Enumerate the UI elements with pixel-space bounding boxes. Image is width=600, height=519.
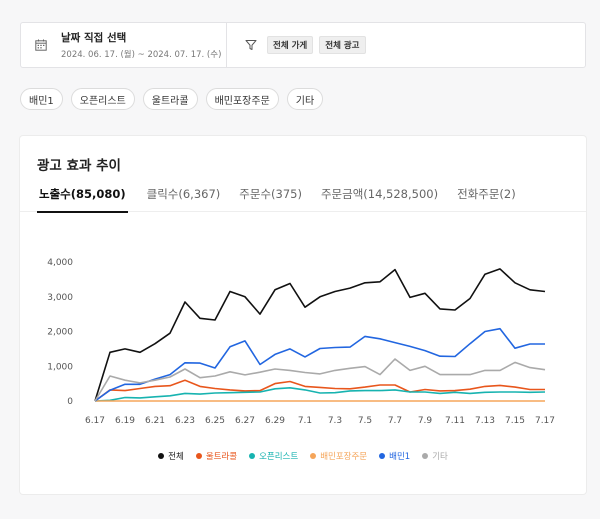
chip-ultracall[interactable]: 울트라콜 [142,88,198,110]
ad-type-chips: 배민1 오픈리스트 울트라콜 배민포장주문 기타 [20,88,331,110]
ad-performance-card: 광고 효과 추이 노출수(85,080) 클릭수(6,367) 주문수(375)… [20,136,586,494]
filter-tag-ad: 전체 광고 [319,36,366,54]
tab-order-amount[interactable]: 주문금액(14,528,500) [320,187,439,201]
legend-dot [195,453,202,459]
x-tick-label: 6.27 [235,416,255,426]
trend-chart: 0 1,000 2,000 3,000 4,000 6.17 6.19 6.21 6.23 6.2… [47,258,555,426]
legend-item[interactable]: 기타 [422,450,448,462]
y-tick-label: 0 [67,397,73,407]
series-line-배민1 [94,327,545,402]
chip-baemin1[interactable]: 배민1 [20,88,63,110]
card-title: 광고 효과 추이 [37,158,121,174]
tab-divider [20,211,586,212]
legend-dot [379,453,386,459]
x-tick-label: 7.3 [328,416,342,426]
x-tick-label: 7.11 [445,416,465,426]
date-picker[interactable]: 날짜 직접 선택 2024. 06. 17. (월) ~ 2024. 07. 1… [21,23,227,67]
x-tick-label: 7.15 [505,416,525,426]
x-tick-label: 6.17 [85,416,105,426]
y-tick-label: 4,000 [47,258,73,268]
chart-legend: 전체 울트라콜 오픈리스트 배민포장주문 배민1 기타 [20,450,586,462]
filter-icon [245,40,257,50]
x-tick-label: 6.21 [145,416,165,426]
x-tick-label: 7.1 [298,416,312,426]
legend-label: 울트라콜 [205,452,238,462]
x-tick-label: 6.29 [265,416,285,426]
legend-item[interactable]: 오픈리스트 [249,450,298,462]
x-tick-label: 7.5 [358,416,372,426]
x-tick-label: 7.9 [418,416,433,426]
legend-label: 배민1 [389,452,411,462]
ad-filter[interactable]: 전체 가게 전체 광고 [227,23,585,67]
series-line-기타 [94,358,546,402]
legend-item[interactable]: 배민1 [379,450,410,462]
legend-item[interactable]: 배민포장주문 [310,450,367,462]
legend-label: 오픈리스트 [259,452,299,462]
tab-orders[interactable]: 주문수(375) [239,187,302,201]
x-tick-label: 6.25 [205,416,225,426]
series-line-오픈리스트 [94,387,546,402]
x-tick-label: 7.17 [535,416,555,426]
y-tick-label: 3,000 [47,293,73,303]
legend-dot [158,453,165,459]
y-tick-label: 1,000 [47,362,73,372]
legend-item[interactable]: 울트라콜 [195,450,238,462]
legend-label: 배민포장주문 [320,452,368,462]
date-range-text: 2024. 06. 17. (월) ~ 2024. 07. 17. (수) [61,50,222,60]
x-tick-label: 6.23 [175,416,195,426]
filter-bar: 날짜 직접 선택 2024. 06. 17. (월) ~ 2024. 07. 1… [20,22,586,68]
tab-impressions[interactable]: 노출수(85,080) [37,186,128,213]
x-tick-label: 7.7 [388,416,402,426]
legend-label: 전체 [168,452,184,462]
legend-label: 기타 [432,452,448,462]
tab-clicks[interactable]: 클릭수(6,367) [146,187,221,201]
tab-phone-orders[interactable]: 전화주문(2) [457,187,516,201]
calendar-icon [35,39,47,51]
series-line-전체 [94,268,546,402]
y-tick-label: 2,000 [47,328,73,338]
chip-pickup-order[interactable]: 배민포장주문 [205,88,279,110]
x-tick-label: 7.13 [475,416,495,426]
metric-tabs: 노출수(85,080) 클릭수(6,367) 주문수(375) 주문금액(14,… [37,186,535,213]
series-line-울트라콜 [94,379,545,402]
chip-openlist[interactable]: 오픈리스트 [70,88,135,110]
legend-dot [422,453,429,459]
legend-dot [249,453,256,459]
x-tick-label: 6.19 [115,416,135,426]
legend-dot [310,453,317,459]
date-picker-title: 날짜 직접 선택 [61,32,127,44]
chip-etc[interactable]: 기타 [286,88,324,110]
legend-item[interactable]: 전체 [158,450,184,462]
filter-tag-store: 전체 가게 [267,36,314,54]
